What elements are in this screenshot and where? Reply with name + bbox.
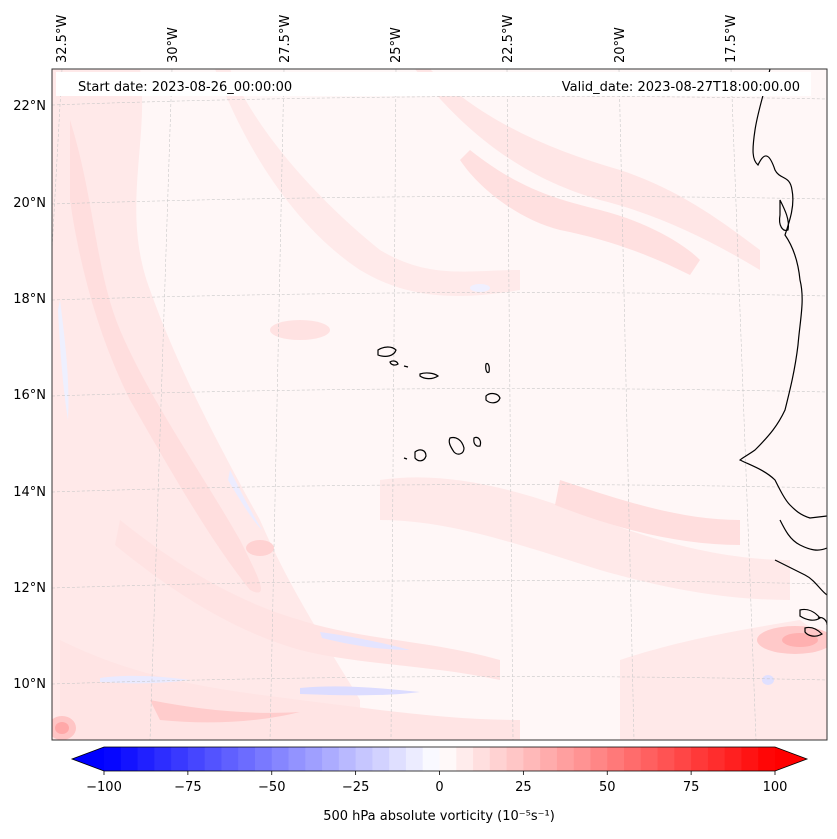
colorbar-tick-label: 75: [683, 780, 700, 795]
lon-label: 17.5°W: [724, 15, 739, 63]
colorbar-cell: [741, 747, 759, 771]
colorbar-cell: [322, 747, 340, 771]
colorbar-cell: [171, 747, 189, 771]
colorbar-cell: [523, 747, 541, 771]
colorbar-cell: [691, 747, 709, 771]
colorbar-cell: [556, 747, 575, 771]
latitude-labels: 22°N 20°N 18°N 16°N 14°N 12°N 10°N: [13, 99, 46, 692]
colorbar-cell: [506, 747, 524, 771]
colorbar-cell: [405, 747, 424, 771]
colorbar-cell: [154, 747, 172, 771]
colorbar-ticks: −100 −75 −50 −25 0 25 50 75 100: [86, 771, 787, 795]
cape-verde-islands: [377, 346, 501, 462]
colorbar-cell: [204, 747, 222, 771]
colorbar-cell: [422, 747, 440, 771]
colorbar-cell: [573, 747, 591, 771]
colorbar-tick-label: 25: [515, 780, 532, 795]
lat-label: 16°N: [13, 388, 46, 403]
map-area: [52, 69, 827, 740]
colorbar-tick-label: 0: [435, 780, 443, 795]
colorbar-cell: [187, 747, 206, 771]
colorbar-cell: [238, 747, 256, 771]
colorbar-cell: [607, 747, 625, 771]
colorbar-tick-label: −75: [174, 780, 201, 795]
colorbar-cell: [104, 747, 122, 771]
colorbar-cells: [104, 747, 776, 771]
colorbar-high-extension: [775, 747, 807, 771]
lat-label: 12°N: [13, 581, 46, 596]
lon-label: 25°W: [389, 27, 404, 63]
colorbar-cell: [338, 747, 357, 771]
lon-label: 22.5°W: [501, 15, 516, 63]
colorbar-cell: [624, 747, 642, 771]
colorbar-cell: [674, 747, 692, 771]
lon-label: 32.5°W: [55, 15, 70, 63]
colorbar-tick-label: −100: [86, 780, 122, 795]
lat-label: 22°N: [13, 99, 46, 114]
colorbar: −100 −75 −50 −25 0 25 50 75 100 500 hPa absolute…: [70, 746, 809, 824]
colorbar-low-extension: [72, 747, 104, 771]
colorbar-cell: [288, 747, 306, 771]
colorbar-tick-label: 50: [599, 780, 616, 795]
lon-label: 30°W: [166, 27, 181, 63]
lat-label: 10°N: [13, 677, 46, 692]
colorbar-cell: [707, 747, 726, 771]
colorbar-cell: [456, 747, 474, 771]
lat-label: 14°N: [13, 485, 46, 500]
header-label-background: [56, 72, 811, 96]
lat-label: 20°N: [13, 196, 46, 211]
lon-label: 27.5°W: [278, 15, 293, 63]
colorbar-tick-label: −25: [342, 780, 369, 795]
colorbar-cell: [657, 747, 675, 771]
vorticity-field: [52, 69, 827, 740]
colorbar-cell: [137, 747, 155, 771]
colorbar-cell: [389, 747, 407, 771]
gridlines: [52, 69, 827, 740]
lon-label: 20°W: [613, 27, 628, 63]
colorbar-cell: [254, 747, 273, 771]
colorbar-cell: [372, 747, 390, 771]
colorbar-cell: [439, 747, 457, 771]
colorbar-cell: [590, 747, 608, 771]
map-border: [51, 68, 828, 741]
colorbar-cell: [473, 747, 491, 771]
longitude-labels: 32.5°W 30°W 27.5°W 25°W 22.5°W 20°W 17.5…: [55, 15, 739, 63]
start-date-label: Start date: 2023-08-26_00:00:00: [78, 80, 292, 95]
colorbar-cell: [489, 747, 508, 771]
colorbar-cell: [640, 747, 659, 771]
colorbar-cell: [355, 747, 373, 771]
colorbar-tick-label: −50: [258, 780, 285, 795]
coastline: [738, 69, 827, 637]
colorbar-cell: [271, 747, 290, 771]
colorbar-cell: [724, 747, 742, 771]
colorbar-cell: [221, 747, 239, 771]
colorbar-cell: [305, 747, 323, 771]
colorbar-cell: [120, 747, 139, 771]
colorbar-cell: [758, 747, 776, 771]
colorbar-tick-label: 100: [763, 780, 788, 795]
colorbar-label: 500 hPa absolute vorticity (10⁻⁵s⁻¹): [323, 809, 555, 824]
lat-label: 18°N: [13, 292, 46, 307]
colorbar-cell: [540, 747, 558, 771]
valid-date-label: Valid_date: 2023-08-27T18:00:00.00: [562, 80, 800, 95]
